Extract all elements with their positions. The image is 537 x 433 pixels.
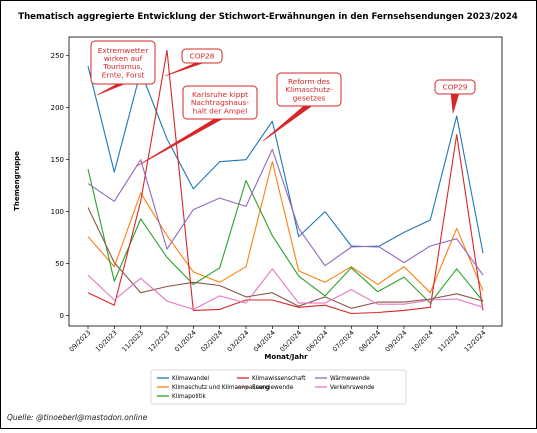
y-tick-label: 50 bbox=[55, 260, 64, 268]
y-tick-label: 200 bbox=[51, 104, 64, 112]
y-tick-label: 100 bbox=[51, 208, 64, 216]
series-line-klimapolitik bbox=[87, 168, 484, 304]
x-tick-label: 09/2024 bbox=[384, 329, 409, 354]
y-tick-label: 250 bbox=[51, 52, 64, 60]
x-tick-label: 12/2023 bbox=[147, 329, 172, 354]
x-tick-label: 02/2024 bbox=[199, 329, 224, 354]
x-tick-label: 07/2024 bbox=[331, 329, 356, 354]
y-tick-label: 150 bbox=[51, 156, 64, 164]
series-lines bbox=[87, 49, 484, 315]
legend-label: Verkehrswende bbox=[330, 385, 375, 391]
x-tick-label: 12/2024 bbox=[463, 329, 488, 354]
legend-box bbox=[150, 369, 407, 405]
y-axis-label: Themengruppe bbox=[13, 151, 21, 211]
x-tick-label: 11/2024 bbox=[436, 329, 461, 354]
annotations: Extremwetter wirken auf Tourismus, Ernte, F… bbox=[90, 40, 476, 167]
legend-label: Klimapolitik bbox=[172, 394, 207, 400]
annotation-box bbox=[276, 72, 342, 107]
legend-label: Klimawandel bbox=[172, 376, 209, 382]
y-axis: 0 50 100 150 200 250 bbox=[51, 52, 69, 320]
series-line-klimaschutz-und-klimaanpassung bbox=[87, 161, 484, 294]
annotation-text: Extremwetter wirken auf Tourismus, Ernte, F… bbox=[98, 46, 149, 80]
annotation-box bbox=[182, 85, 258, 120]
annotation-text: COP28 bbox=[190, 52, 215, 61]
annotation-text: Reform des Klimaschutz-gesetzes bbox=[285, 77, 333, 102]
annotation-box bbox=[181, 48, 223, 64]
x-tick-label: 04/2024 bbox=[252, 329, 277, 354]
series-line-verkehrswende bbox=[87, 268, 484, 310]
annotation-box bbox=[434, 79, 476, 95]
x-tick-label: 06/2024 bbox=[305, 329, 330, 354]
x-tick-label: 05/2024 bbox=[278, 329, 303, 354]
x-tick-label: 10/2024 bbox=[410, 329, 435, 354]
legend-label: Wärmewende bbox=[330, 376, 370, 382]
chart-title: Thematisch aggregierte Entwicklung der S… bbox=[18, 12, 518, 22]
plot-area bbox=[68, 36, 503, 327]
series-line-klimawandel bbox=[87, 65, 484, 254]
legend: Klimawandel Klimaschutz und Klimaanpassun… bbox=[150, 369, 407, 405]
legend-label: Energiewende bbox=[252, 385, 294, 391]
source-note: Quelle: @tinoeberl@mastodon.online bbox=[7, 413, 148, 422]
x-tick-label: 08/2024 bbox=[357, 329, 382, 354]
annotation-text: COP29 bbox=[443, 83, 468, 92]
legend-label: Klimaschutz und Klimaanpassung bbox=[172, 385, 270, 391]
x-axis: 09/2023 10/2023 11/2023 12/2023 01/2024 02/20… bbox=[68, 326, 488, 354]
y-tick-label: 0 bbox=[60, 312, 64, 320]
annotation-text: Karlsruhe kippt Nachtragshaus-halt der Am… bbox=[191, 90, 250, 115]
annotation-arrow bbox=[450, 92, 460, 114]
annotation-arrow bbox=[96, 82, 128, 96]
legend-label: Klimawissenschaft bbox=[252, 376, 306, 382]
x-axis-label: Monat/Jahr bbox=[264, 353, 308, 361]
x-tick-label: 10/2023 bbox=[94, 329, 119, 354]
annotation-box bbox=[90, 40, 156, 85]
annotation-arrow bbox=[136, 117, 225, 167]
series-line-w-rmewende bbox=[87, 148, 484, 276]
series-line-klimawissenschaft bbox=[87, 49, 484, 315]
x-tick-label: 03/2024 bbox=[226, 329, 251, 354]
x-tick-label: 01/2024 bbox=[173, 329, 198, 354]
x-tick-label: 09/2023 bbox=[68, 329, 93, 354]
annotation-arrow bbox=[164, 61, 207, 77]
x-tick-label: 11/2023 bbox=[120, 329, 145, 354]
